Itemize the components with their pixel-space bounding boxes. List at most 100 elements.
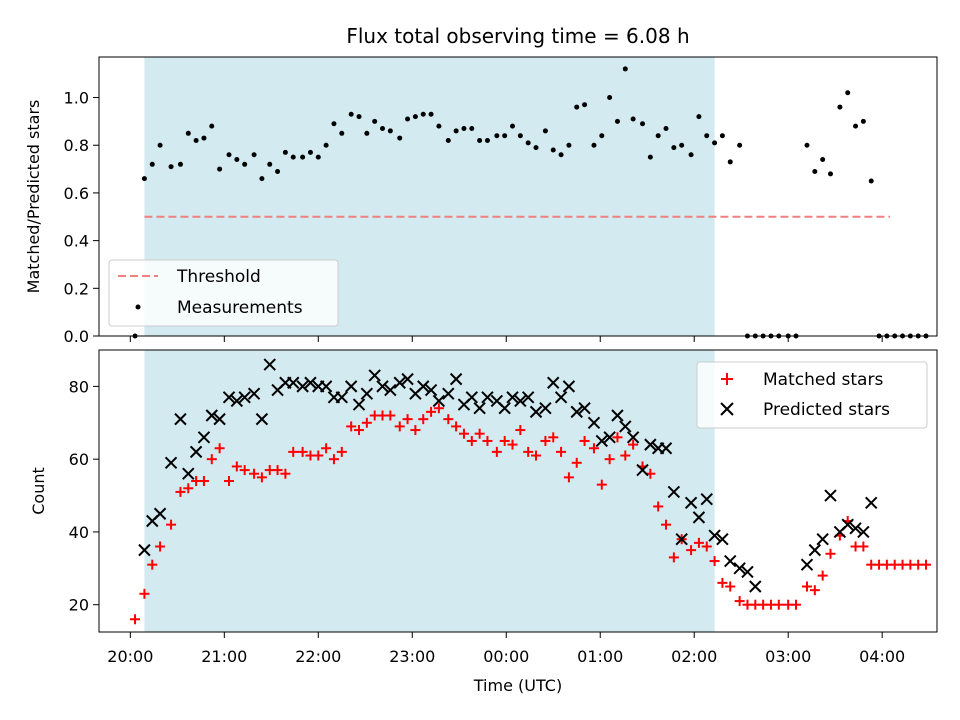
- measurement-point: [149, 161, 155, 167]
- predicted-star-point: [344, 380, 358, 393]
- top-y-axis-label: Matched/Predicted stars: [24, 100, 43, 294]
- predicted-star-point: [733, 562, 746, 575]
- matched-star-point: [693, 537, 704, 548]
- measurement-point: [177, 161, 183, 167]
- matched-star-point: [612, 432, 623, 443]
- measurement-point: [405, 116, 411, 122]
- predicted-star-point: [857, 525, 870, 539]
- matched-star-point: [596, 479, 607, 490]
- measurement-point: [387, 128, 393, 134]
- measurement-point: [655, 133, 661, 139]
- measurement-point: [566, 142, 572, 148]
- measurement-point: [712, 140, 718, 146]
- predicted-star-point: [164, 456, 178, 470]
- matched-star-point: [361, 417, 372, 428]
- matched-star-point: [443, 414, 454, 425]
- measurement-point: [607, 95, 613, 101]
- measurement-point: [251, 152, 257, 158]
- predicted-star-point: [578, 402, 591, 415]
- matched-star-point: [175, 486, 186, 497]
- matched-star-point: [548, 432, 559, 443]
- matched-star-point: [668, 552, 679, 563]
- predicted-star-point: [230, 394, 244, 408]
- predicted-star-point: [659, 442, 673, 455]
- predicted-star-point: [384, 383, 397, 397]
- predicted-star-point: [562, 380, 576, 393]
- measurement-point: [727, 159, 733, 165]
- top-panel: 0.0 0.2 0.4 0.6 0.8 1.0 Matched/Predicted sta…: [24, 56, 938, 346]
- bottom-y-tick-label: 20: [69, 596, 89, 615]
- predicted-star-point: [521, 391, 535, 404]
- matched-star-point: [433, 403, 444, 414]
- measurement-point: [804, 142, 810, 148]
- predicted-star-point: [587, 416, 601, 429]
- measurement-point: [860, 118, 866, 124]
- measurement-point: [201, 135, 207, 141]
- matched-star-point: [491, 446, 502, 457]
- measurement-point: [193, 137, 199, 143]
- matched-star-point: [809, 585, 820, 596]
- measurement-point: [582, 102, 588, 108]
- legend-threshold-label: Threshold: [176, 267, 261, 287]
- predicted-star-point: [197, 431, 211, 444]
- bottom-panel: 20 40 60 80 20:00 21:00 22:00 23:00 00:00 01:00 0…: [29, 349, 938, 695]
- measurement-point: [574, 104, 580, 110]
- top-axes-frame: [98, 56, 938, 337]
- matched-star-point: [183, 483, 194, 494]
- measurement-point: [420, 111, 426, 117]
- measurement-point: [663, 126, 669, 132]
- x-tick-label: 23:00: [389, 647, 435, 666]
- predicted-star-point: [138, 543, 151, 557]
- measurement-point: [217, 166, 223, 172]
- predicted-star-point: [296, 380, 309, 393]
- matched-star-point: [507, 439, 518, 450]
- matched-star-point: [482, 435, 493, 446]
- top-y-tick-label: 0.8: [64, 136, 89, 155]
- matched-star-point: [426, 406, 437, 417]
- top-y-tick-label: 0.4: [64, 232, 89, 251]
- top-legend-box: [108, 259, 339, 327]
- measurement-point: [647, 154, 653, 160]
- measurement-point: [275, 168, 281, 174]
- predicted-star-point: [595, 434, 609, 448]
- predicted-star-point: [816, 533, 829, 546]
- measurement-point: [517, 133, 523, 139]
- predicted-star-point: [611, 409, 624, 422]
- predicted-star-point: [514, 394, 527, 408]
- legend-matched-swatch: [721, 373, 733, 385]
- matched-star-point: [272, 465, 283, 476]
- legend-measurements-label: Measurements: [177, 298, 303, 318]
- predicted-star-point: [205, 409, 218, 422]
- legend-predicted-swatch: [720, 402, 734, 416]
- x-axis-label: Time (UTC): [473, 676, 562, 695]
- predicted-star-point: [213, 412, 226, 426]
- matched-star-point: [604, 454, 615, 465]
- measurement-point: [525, 140, 531, 146]
- matched-star-point: [725, 581, 736, 592]
- predicted-star-point: [741, 565, 754, 579]
- matched-star-point: [249, 468, 260, 479]
- matched-star-point: [155, 541, 166, 552]
- measurement-point: [315, 154, 321, 160]
- predicted-star-point: [636, 463, 649, 477]
- matched-star-point: [499, 435, 510, 446]
- predicted-star-point: [424, 383, 438, 397]
- measurement-point: [141, 176, 147, 182]
- predicted-star-point: [376, 380, 389, 393]
- measurement-point: [494, 133, 500, 139]
- measurement-point: [558, 152, 564, 158]
- top-y-tick-label: 0.0: [64, 327, 89, 346]
- predicted-star-point: [539, 402, 552, 415]
- measurement-point: [679, 142, 685, 148]
- predicted-star-point: [352, 398, 366, 411]
- measurement-point: [259, 176, 265, 182]
- matched-star-point: [231, 461, 242, 472]
- measurement-point: [242, 161, 248, 167]
- measurement-point: [614, 118, 620, 124]
- matched-star-point: [130, 614, 141, 625]
- matched-star-point: [717, 577, 728, 588]
- predicted-star-point: [481, 391, 494, 404]
- bottom-y-tick-label: 60: [69, 450, 89, 469]
- legend-matched-label: Matched stars: [763, 370, 883, 390]
- matched-star-point: [321, 443, 332, 454]
